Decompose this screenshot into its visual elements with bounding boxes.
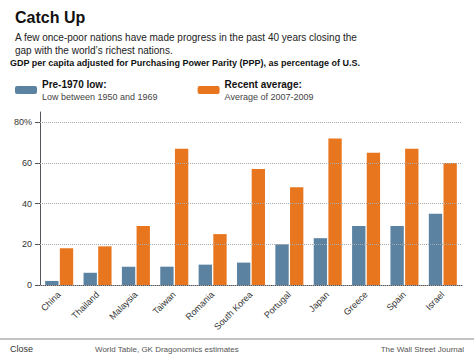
svg-text:Japan: Japan <box>307 289 331 313</box>
svg-text:Taiwan: Taiwan <box>151 289 178 316</box>
svg-text:Israel: Israel <box>424 289 447 312</box>
svg-text:80%: 80% <box>14 117 32 127</box>
svg-text:0: 0 <box>27 280 32 290</box>
svg-text:Low between 1950 and 1969: Low between 1950 and 1969 <box>42 92 158 102</box>
svg-text:China: China <box>39 289 63 313</box>
svg-text:Spain: Spain <box>385 289 408 312</box>
svg-text:GDP per capita adjusted for Pu: GDP per capita adjusted for Purchasing P… <box>10 58 360 68</box>
svg-text:Romania: Romania <box>184 289 217 322</box>
svg-text:Thailand: Thailand <box>70 289 101 320</box>
svg-text:60: 60 <box>22 158 32 168</box>
svg-text:20: 20 <box>22 239 32 249</box>
svg-text:Recent average:: Recent average: <box>225 79 302 90</box>
svg-text:World Table, GK Dragonomics es: World Table, GK Dragonomics estimates <box>95 345 239 354</box>
svg-text:Average of 2007-2009: Average of 2007-2009 <box>225 92 314 102</box>
svg-text:Close: Close <box>10 344 33 354</box>
svg-text:Catch Up: Catch Up <box>15 9 85 26</box>
svg-text:Greece: Greece <box>342 289 370 317</box>
svg-text:A few once-poor nations have m: A few once-poor nations have made progre… <box>15 32 357 43</box>
svg-text:Pre-1970 low:: Pre-1970 low: <box>42 79 106 90</box>
svg-text:South Korea: South Korea <box>212 289 254 331</box>
svg-text:Malaysia: Malaysia <box>107 289 139 321</box>
svg-text:40: 40 <box>22 199 32 209</box>
svg-text:gap with the world’s richest n: gap with the world’s richest nations. <box>15 45 173 56</box>
svg-text:Portugal: Portugal <box>262 289 293 320</box>
svg-text:The Wall Street Journal: The Wall Street Journal <box>381 345 465 354</box>
